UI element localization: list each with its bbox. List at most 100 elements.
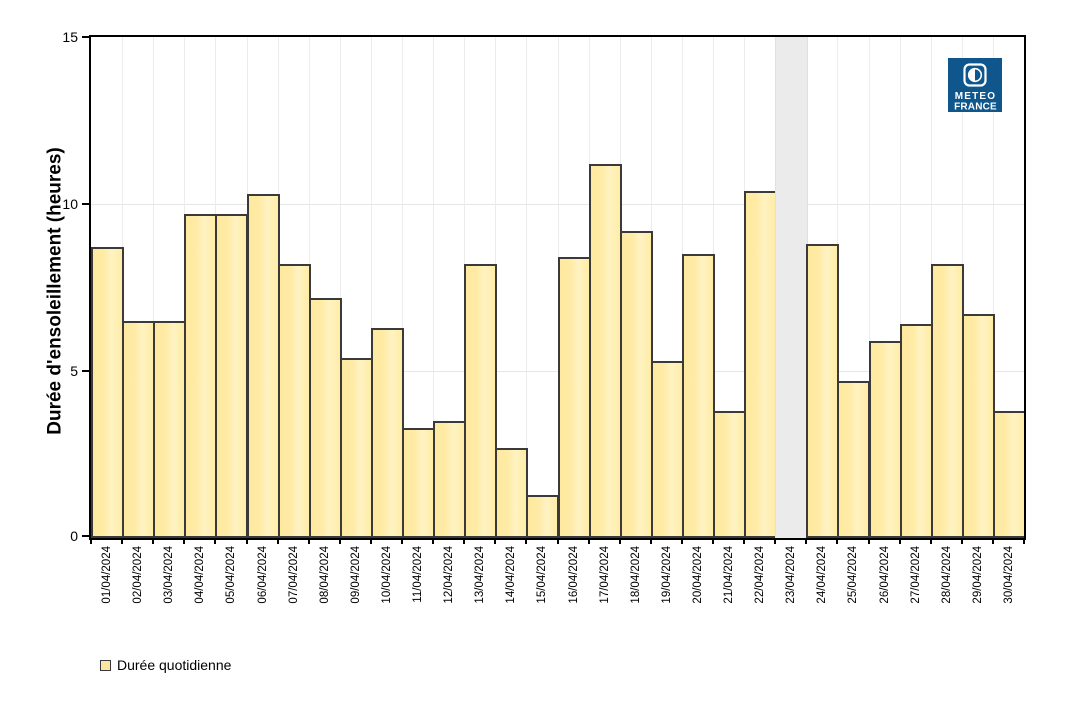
x-axis-tick (214, 540, 217, 544)
vertical-gridline (339, 37, 341, 538)
x-axis-tick (525, 540, 528, 544)
x-axis-label-10/04/2024: 10/04/2024 (380, 546, 393, 604)
bar-20/04/2024 (681, 254, 715, 538)
x-axis-tick (1023, 540, 1025, 544)
x-axis-label-29/04/2024: 29/04/2024 (971, 546, 984, 604)
x-axis-label-11/04/2024: 11/04/2024 (412, 546, 425, 603)
x-axis-tick (494, 540, 497, 544)
y-axis-title: Durée d'ensoleillement (heures) (44, 147, 66, 435)
x-axis-tick (867, 540, 870, 544)
vertical-gridline (868, 37, 870, 538)
bar-28/04/2024 (930, 264, 964, 538)
x-axis-tick (960, 540, 963, 544)
x-axis-label-23/04/2024: 23/04/2024 (785, 546, 798, 604)
x-axis-tick (152, 540, 155, 544)
bar-26/04/2024 (868, 340, 902, 538)
bar-06/04/2024 (246, 193, 280, 538)
x-axis-tick (680, 540, 683, 544)
x-axis-tick (369, 540, 372, 544)
y-axis-tick-label-10: 10 (62, 196, 78, 212)
x-axis-tick (898, 540, 901, 544)
legend: Durée quotidienne (100, 653, 231, 677)
x-axis-tick (712, 540, 714, 544)
x-axis-tick (90, 540, 92, 544)
x-axis-label-28/04/2024: 28/04/2024 (940, 546, 953, 604)
bar-22/04/2024 (744, 190, 778, 538)
legend-label: Durée quotidienne (117, 657, 232, 673)
x-axis-tick (245, 540, 248, 544)
x-axis-label-15/04/2024: 15/04/2024 (536, 546, 549, 604)
x-axis-tick (774, 540, 777, 544)
bar-24/04/2024 (806, 244, 840, 538)
x-axis-tick (276, 540, 279, 544)
x-axis-label-20/04/2024: 20/04/2024 (691, 546, 704, 604)
bar-02/04/2024 (122, 320, 156, 538)
x-axis-label-14/04/2024: 14/04/2024 (505, 546, 518, 604)
y-axis-tick-5 (82, 370, 90, 372)
logo-text-france: FRANCE (954, 102, 997, 113)
bar-08/04/2024 (308, 297, 342, 538)
bar-05/04/2024 (215, 214, 249, 538)
x-axis-tick (338, 540, 341, 544)
x-axis-tick (556, 540, 559, 544)
x-axis-label-22/04/2024: 22/04/2024 (754, 546, 767, 604)
x-axis-label-24/04/2024: 24/04/2024 (816, 546, 829, 604)
x-axis-label-18/04/2024: 18/04/2024 (629, 546, 642, 604)
bar-16/04/2024 (557, 257, 591, 538)
legend-swatch-icon (100, 659, 111, 671)
x-axis-tick (929, 540, 932, 544)
x-axis-tick (618, 540, 621, 544)
x-axis-label-30/04/2024: 30/04/2024 (1002, 546, 1015, 604)
x-axis-label-01/04/2024: 01/04/2024 (101, 546, 114, 604)
x-axis-label-27/04/2024: 27/04/2024 (909, 546, 922, 604)
bar-01/04/2024 (91, 247, 125, 538)
x-axis-tick (183, 540, 186, 544)
plot-inner (91, 37, 1024, 538)
bar-04/04/2024 (184, 214, 218, 538)
x-axis-tick (307, 540, 310, 544)
vertical-gridline (526, 37, 528, 538)
bar-13/04/2024 (464, 264, 498, 538)
bar-25/04/2024 (837, 381, 871, 538)
x-axis-label-16/04/2024: 16/04/2024 (567, 546, 580, 604)
x-axis-label-19/04/2024: 19/04/2024 (660, 546, 673, 604)
meteo-france-logo-icon: METEO FRANCE (948, 58, 1002, 113)
bar-15/04/2024 (526, 494, 560, 538)
x-axis-label-25/04/2024: 25/04/2024 (847, 546, 860, 604)
bar-21/04/2024 (713, 411, 747, 538)
bar-27/04/2024 (899, 324, 933, 538)
vertical-gridline (402, 37, 403, 538)
bar-11/04/2024 (402, 427, 436, 538)
x-axis-tick (649, 540, 652, 544)
vertical-gridline (433, 37, 435, 538)
bar-30/04/2024 (992, 411, 1024, 538)
x-axis-label-26/04/2024: 26/04/2024 (878, 546, 891, 604)
bar-17/04/2024 (588, 163, 622, 538)
x-axis-label-06/04/2024: 06/04/2024 (256, 546, 269, 604)
x-axis-tick (463, 540, 466, 544)
x-axis-label-12/04/2024: 12/04/2024 (443, 546, 456, 604)
vertical-gridline (370, 37, 372, 538)
bar-03/04/2024 (153, 320, 187, 538)
vertical-gridline (899, 37, 901, 538)
bar-18/04/2024 (619, 230, 653, 538)
x-axis-tick (401, 540, 403, 544)
x-axis-tick (587, 540, 590, 544)
y-axis-tick-15 (82, 36, 90, 38)
x-axis-label-13/04/2024: 13/04/2024 (474, 546, 487, 604)
x-axis-label-17/04/2024: 17/04/2024 (598, 546, 611, 604)
bar-12/04/2024 (433, 421, 467, 538)
missing-data-band-23/04/2024 (775, 37, 809, 538)
meteo-france-logo: METEO FRANCE (948, 58, 1002, 113)
x-axis-tick (991, 540, 994, 544)
x-axis-tick (836, 540, 839, 544)
bar-29/04/2024 (961, 314, 995, 538)
bar-14/04/2024 (495, 447, 529, 538)
logo-text-meteo: METEO (955, 91, 997, 102)
y-axis-tick-label-5: 5 (70, 363, 78, 379)
plot-area (89, 35, 1026, 540)
bar-09/04/2024 (339, 357, 373, 538)
vertical-gridline (153, 37, 155, 538)
bar-07/04/2024 (277, 264, 311, 538)
